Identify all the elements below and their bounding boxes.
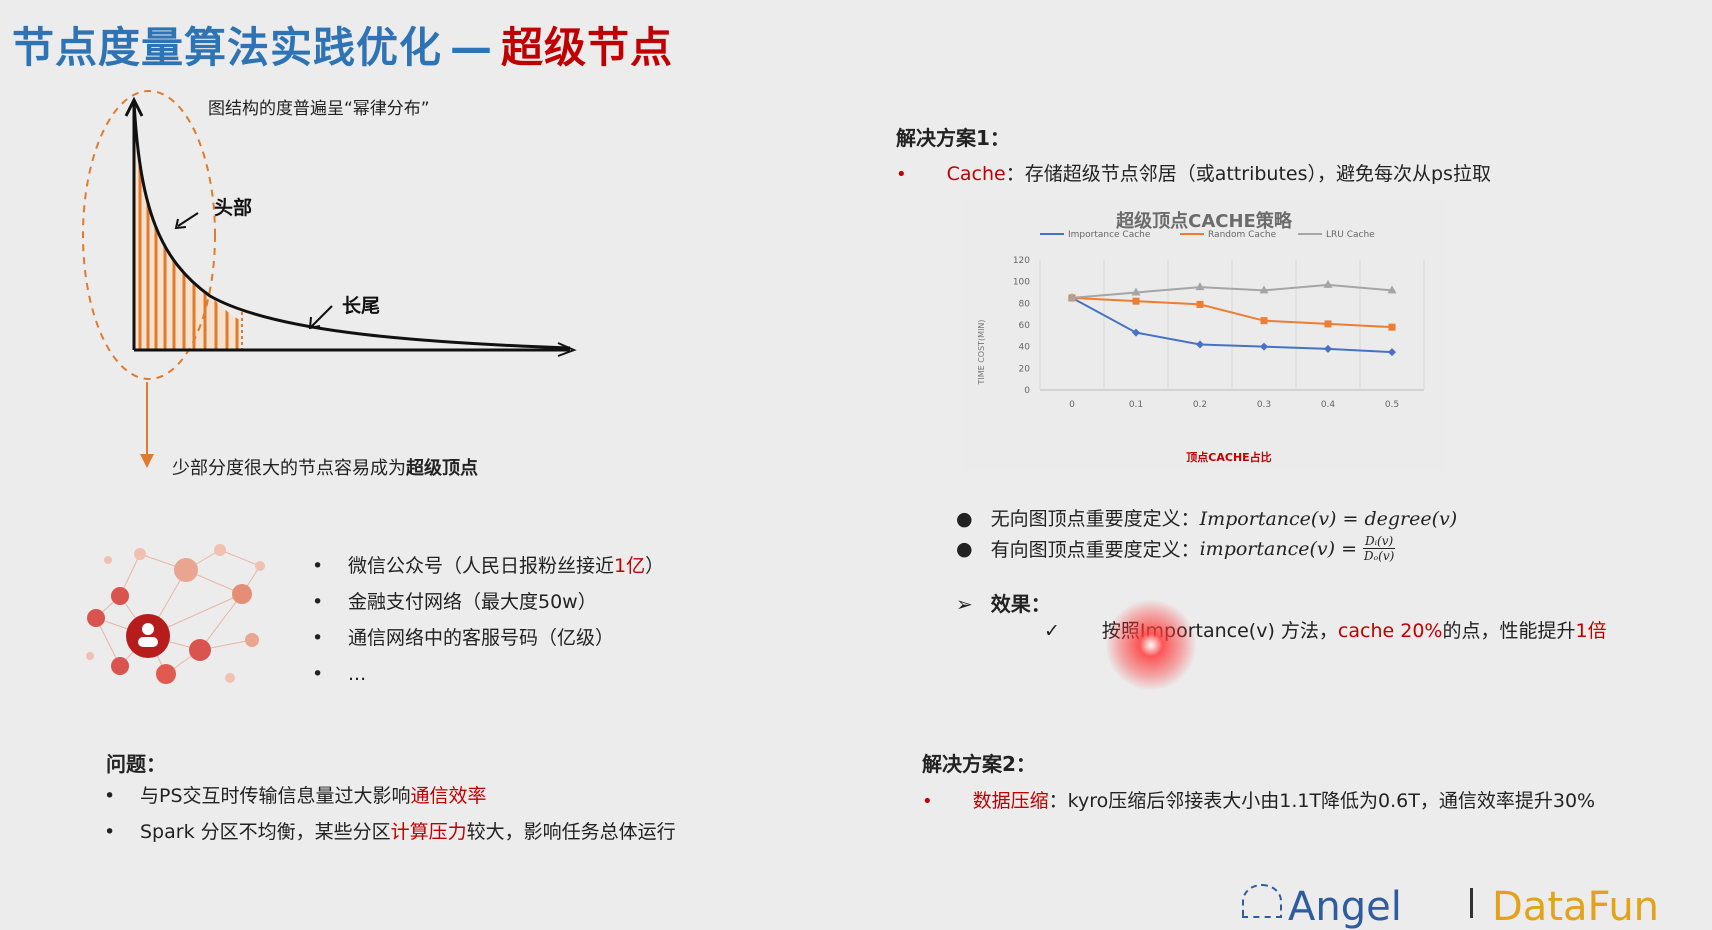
def1-line: ● 无向图顶点重要度定义：Importance(v) = degree(v) (956, 508, 1458, 530)
list-item: • 与PS交互时传输信息量过大影响通信效率 (104, 785, 487, 807)
logo-divider (1470, 888, 1473, 918)
head-hatch (134, 102, 240, 350)
list-item: • 微信公众号（人民日报粉丝接近1亿） (312, 555, 665, 577)
angel-logo: Angel (1242, 884, 1402, 930)
solution2-line: • 数据压缩：kyro压缩后邻接表大小由1.1T降低为0.6T，通信效率提升30% (922, 790, 1596, 812)
powerlaw-caption: 图结构的度普遍呈“幂律分布” (208, 99, 430, 119)
series-line-lru-cache (1071, 283, 1393, 299)
y-tick-label: 100 (1013, 278, 1030, 288)
check-icon: ✓ (1044, 620, 1060, 642)
data-point (1196, 340, 1204, 349)
data-point (1260, 342, 1268, 351)
y-tick-label: 80 (1019, 299, 1031, 309)
list-item: •... (312, 663, 367, 685)
data-point (1067, 292, 1077, 301)
super-node-caption: 少部分度很大的节点容易成为超级顶点 (172, 458, 478, 479)
power-law-curve (132, 101, 571, 350)
chart-x-ticks: 0 0.1 0.2 0.3 0.4 0.5 (1069, 400, 1399, 410)
data-point (1131, 287, 1141, 296)
legend-label: Random Cache (1208, 230, 1277, 240)
super-node (126, 614, 170, 658)
series-line-random-cache (1071, 296, 1393, 329)
page-title: 节点度量算法实践优化 — 超级节点 (12, 14, 673, 75)
def1-formula: Importance(v) = degree(v) (1199, 508, 1458, 530)
chart-legend: Importance Cache Random Cache LRU Cache (1040, 230, 1375, 240)
title-accent: 超级节点 (501, 23, 674, 72)
data-point (1388, 348, 1396, 357)
title-dash: — (450, 23, 494, 72)
datafun-logo: DataFun (1492, 884, 1660, 930)
x-tick-label: 0 (1069, 400, 1075, 410)
y-tick-label: 120 (1013, 256, 1030, 266)
x-tick-label: 0.1 (1129, 400, 1143, 410)
title-main: 节点度量算法实践优化 (12, 23, 443, 72)
list-item: • Spark 分区不均衡，某些分区计算压力较大，影响任务总体运行 (104, 821, 676, 843)
laser-pointer (1106, 600, 1196, 690)
head-ellipse (82, 90, 216, 380)
chart-y-ticks: 0 20 40 60 80 100 120 (1013, 256, 1030, 396)
def2-formula: importance(v) = (1199, 537, 1357, 560)
problem-list: • 与PS交互时传输信息量过大影响通信效率 • Spark 分区不均衡，某些分区计算… (104, 778, 676, 850)
super-node-bold: 超级顶点 (406, 458, 478, 479)
solution1-title: 解决方案1： (896, 126, 1010, 150)
head-label: 头部 (214, 196, 252, 219)
x-tick-label: 0.4 (1321, 400, 1336, 410)
effect-heading: ➢ 效果： (956, 592, 1051, 616)
data-point (1324, 320, 1332, 328)
chart-y-label: TIME COST(MIN) (977, 319, 986, 385)
legend-label: Importance Cache (1068, 230, 1151, 240)
def2-line: ● 有向图顶点重要度定义： importance(v) = Dᵢ(v) Dₒ(v) (956, 534, 1396, 563)
data-point (1195, 282, 1205, 291)
y-tick-label: 0 (1024, 386, 1030, 396)
network-illustration (86, 544, 265, 684)
solution1-key: Cache (946, 163, 1006, 185)
tail-label: 长尾 (342, 295, 380, 317)
y-tick-label: 40 (1019, 343, 1031, 353)
data-point (1387, 285, 1397, 294)
list-item: • 金融支付网络（最大度50w） (312, 591, 597, 613)
examples-list: • 微信公众号（人民日报粉丝接近1亿） • 金融支付网络（最大度50w） • 通信网络… (312, 548, 664, 692)
chart-series (1067, 279, 1397, 357)
legend-label: LRU Cache (1326, 230, 1375, 240)
network-nodes (86, 544, 265, 684)
list-item: • 通信网络中的客服号码（亿级） (312, 627, 615, 649)
x-tick-label: 0.5 (1385, 400, 1399, 410)
chart-x-label: 顶点CACHE占比 (1186, 450, 1271, 464)
cache-strategy-chart: 超级顶点CACHE策略 Importance Cache Random Cache… (964, 200, 1444, 470)
data-point (1132, 328, 1140, 337)
data-point (1196, 300, 1204, 308)
solution2-key: 数据压缩 (972, 790, 1049, 812)
data-point (1260, 317, 1268, 325)
data-point (1132, 297, 1140, 305)
y-tick-label: 20 (1019, 364, 1031, 374)
data-point (1324, 344, 1332, 353)
power-law-sketch: 图结构的度普遍呈“幂律分布” 头部 长尾 (82, 90, 577, 468)
x-tick-label: 0.2 (1193, 400, 1207, 410)
data-point (1388, 323, 1396, 331)
series-line-importance-cache (1071, 297, 1393, 354)
data-point (1323, 279, 1333, 288)
solution2-title: 解决方案2： (922, 752, 1036, 776)
x-tick-label: 0.3 (1257, 400, 1271, 410)
data-point (1259, 285, 1269, 294)
chart-title: 超级顶点CACHE策略 (1116, 210, 1293, 232)
problem-title: 问题： (106, 752, 166, 776)
angel-logo-icon (1242, 884, 1282, 918)
solution1-line: • Cache：存储超级节点邻居（或attributes），避免每次从ps拉取 (896, 163, 1491, 185)
y-tick-label: 60 (1019, 321, 1031, 331)
def2-fraction: Dᵢ(v) Dₒ(v) (1363, 534, 1396, 563)
